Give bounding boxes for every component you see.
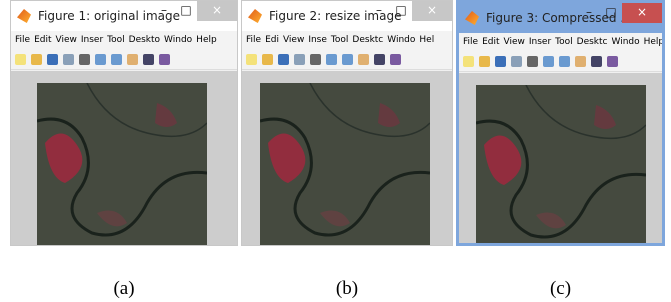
satellite-image — [260, 83, 430, 245]
tool-button[interactable] — [479, 56, 490, 67]
tool-button[interactable] — [95, 54, 106, 65]
tool-button[interactable] — [278, 54, 289, 65]
page: Figure 1: original image–□× File Edit View I… — [0, 0, 671, 302]
menu-item[interactable]: Tool — [331, 35, 348, 45]
window-buttons: –□× — [153, 1, 237, 21]
figure-area — [11, 71, 237, 245]
tool-button[interactable] — [246, 54, 257, 65]
menu-item[interactable]: Help — [196, 35, 217, 45]
title-bar: Figure 1: original image–□× — [11, 1, 237, 31]
tool-button[interactable] — [495, 56, 506, 67]
tool-button[interactable] — [63, 54, 74, 65]
satellite-image — [37, 83, 207, 245]
menu-item[interactable]: Desktc — [577, 37, 608, 47]
window-button[interactable]: × — [197, 1, 237, 21]
app-icon — [248, 9, 262, 23]
tool-button[interactable] — [527, 56, 538, 67]
window-button[interactable]: □ — [600, 3, 622, 23]
window-button[interactable]: × — [412, 1, 452, 21]
window-button[interactable]: □ — [390, 1, 412, 21]
tool-button[interactable] — [310, 54, 321, 65]
menu-item[interactable]: Help — [644, 37, 665, 47]
figure-window: Figure 3: Compressed ...–□× File Edit View I… — [456, 0, 665, 246]
tool-button[interactable] — [463, 56, 474, 67]
menu-item[interactable]: Windo — [387, 35, 415, 45]
menu-item[interactable]: Inser — [529, 37, 551, 47]
menu-item[interactable]: Edit — [482, 37, 499, 47]
satellite-image — [476, 85, 646, 246]
toolbar — [242, 49, 452, 70]
tool-button[interactable] — [591, 56, 602, 67]
tool-button[interactable] — [127, 54, 138, 65]
title-bar: Figure 3: Compressed ...–□× — [459, 3, 662, 33]
tool-button[interactable] — [159, 54, 170, 65]
menu-item[interactable]: File — [15, 35, 30, 45]
figure-area — [242, 71, 452, 245]
toolbar — [11, 49, 237, 70]
tool-button[interactable] — [31, 54, 42, 65]
tool-button[interactable] — [390, 54, 401, 65]
tool-button[interactable] — [79, 54, 90, 65]
tool-button[interactable] — [326, 54, 337, 65]
menu-item[interactable]: Tool — [107, 35, 124, 45]
menu-item[interactable]: File — [463, 37, 478, 47]
tool-button[interactable] — [607, 56, 618, 67]
figure-area — [459, 73, 662, 243]
tool-button[interactable] — [374, 54, 385, 65]
window-buttons: –□× — [578, 3, 662, 23]
tool-button[interactable] — [262, 54, 273, 65]
caption: (b) — [317, 278, 377, 300]
tool-button[interactable] — [294, 54, 305, 65]
tool-button[interactable] — [559, 56, 570, 67]
menu-item[interactable]: Hel — [419, 35, 434, 45]
menu-item[interactable]: Deskto — [129, 35, 160, 45]
window-button[interactable]: – — [153, 1, 175, 21]
tool-button[interactable] — [342, 54, 353, 65]
menu-item[interactable]: View — [504, 37, 525, 47]
caption: (a) — [94, 278, 154, 300]
menu-item[interactable]: Desktc — [352, 35, 383, 45]
menu-item[interactable]: Windo — [164, 35, 192, 45]
menu-item[interactable]: Edi — [265, 35, 279, 45]
menu-bar: File Edi View Inse Tool Desktc Windo Hel — [242, 31, 452, 49]
menu-item[interactable]: Tool — [555, 37, 572, 47]
menu-item[interactable]: View — [283, 35, 304, 45]
tool-button[interactable] — [575, 56, 586, 67]
caption: (c) — [531, 278, 591, 300]
menu-bar: File Edit View Inser Tool Desktc Windo Help — [459, 33, 662, 51]
menu-item[interactable]: Inser — [81, 35, 103, 45]
menu-bar: File Edit View Inser Tool Deskto Windo Help — [11, 31, 237, 49]
window-button[interactable]: – — [368, 1, 390, 21]
app-icon — [465, 11, 479, 25]
tool-button[interactable] — [15, 54, 26, 65]
window-buttons: –□× — [368, 1, 452, 21]
tool-button[interactable] — [111, 54, 122, 65]
tool-button[interactable] — [543, 56, 554, 67]
title-bar: Figure 2: resize image–□× — [242, 1, 452, 31]
window-button[interactable]: □ — [175, 1, 197, 21]
app-icon — [17, 9, 31, 23]
tool-button[interactable] — [511, 56, 522, 67]
toolbar — [459, 51, 662, 72]
menu-item[interactable]: File — [246, 35, 261, 45]
menu-item[interactable]: View — [56, 35, 77, 45]
menu-item[interactable]: Windo — [612, 37, 640, 47]
figure-window: Figure 2: resize image–□× File Edi View Inse… — [241, 0, 453, 246]
figure-window: Figure 1: original image–□× File Edit View I… — [10, 0, 238, 246]
menu-item[interactable]: Inse — [308, 35, 327, 45]
window-button[interactable]: × — [622, 3, 662, 23]
tool-button[interactable] — [47, 54, 58, 65]
menu-item[interactable]: Edit — [34, 35, 51, 45]
tool-button[interactable] — [358, 54, 369, 65]
window-button[interactable]: – — [578, 3, 600, 23]
tool-button[interactable] — [143, 54, 154, 65]
